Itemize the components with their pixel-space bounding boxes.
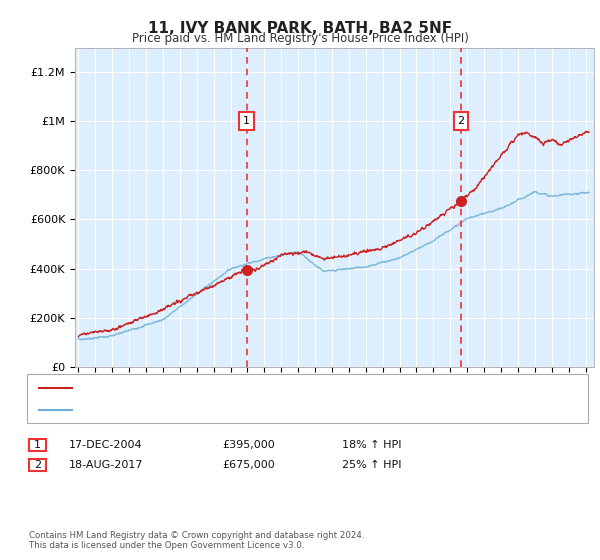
Text: 1: 1 bbox=[34, 440, 41, 450]
Text: 25% ↑ HPI: 25% ↑ HPI bbox=[342, 460, 401, 470]
Text: Price paid vs. HM Land Registry's House Price Index (HPI): Price paid vs. HM Land Registry's House … bbox=[131, 32, 469, 45]
Text: £675,000: £675,000 bbox=[222, 460, 275, 470]
Text: 2: 2 bbox=[34, 460, 41, 470]
Text: 11, IVY BANK PARK, BATH, BA2 5NF (detached house): 11, IVY BANK PARK, BATH, BA2 5NF (detach… bbox=[77, 382, 355, 393]
Text: 11, IVY BANK PARK, BATH, BA2 5NF: 11, IVY BANK PARK, BATH, BA2 5NF bbox=[148, 21, 452, 36]
Text: 18% ↑ HPI: 18% ↑ HPI bbox=[342, 440, 401, 450]
Text: HPI: Average price, detached house, Bath and North East Somerset: HPI: Average price, detached house, Bath… bbox=[77, 405, 428, 415]
Text: £395,000: £395,000 bbox=[222, 440, 275, 450]
Text: Contains HM Land Registry data © Crown copyright and database right 2024.
This d: Contains HM Land Registry data © Crown c… bbox=[29, 530, 364, 550]
Text: 2: 2 bbox=[457, 116, 464, 126]
Text: 18-AUG-2017: 18-AUG-2017 bbox=[69, 460, 143, 470]
Text: 17-DEC-2004: 17-DEC-2004 bbox=[69, 440, 143, 450]
Text: 1: 1 bbox=[243, 116, 250, 126]
